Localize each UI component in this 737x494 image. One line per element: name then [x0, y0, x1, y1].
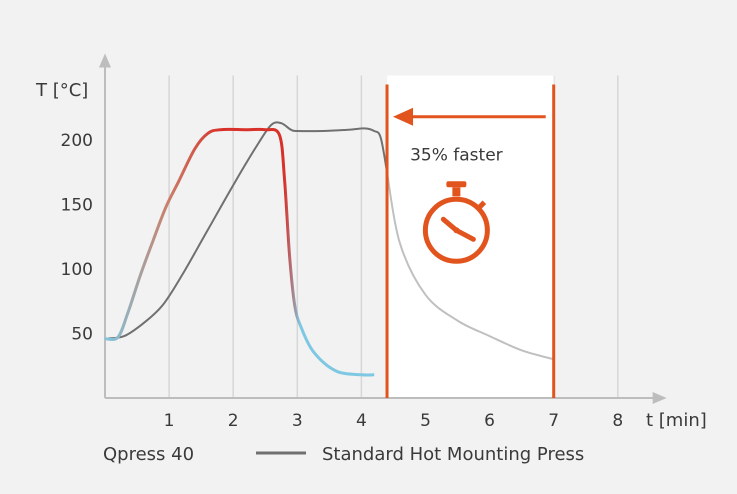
y-ticks: 50 100 150 200 — [61, 131, 93, 345]
x-tick-label-5: 5 — [420, 411, 431, 431]
speedup-label: 35% faster — [410, 146, 503, 166]
legend: Qpress 40 Standard Hot Mounting Press — [42, 444, 584, 465]
axes — [99, 53, 667, 404]
stopwatch-icon — [422, 181, 490, 264]
series-line-qpress-40 — [104, 127, 375, 377]
x-axis-label: t [min] — [646, 410, 707, 431]
series-line-standard-heating — [104, 121, 388, 340]
y-axis-label: T [°C] — [35, 80, 88, 101]
y-tick-label-100: 100 — [61, 260, 93, 280]
y-tick-label-200: 200 — [61, 131, 93, 151]
legend-label-standard: Standard Hot Mounting Press — [322, 444, 584, 465]
left-arrow-icon — [393, 107, 414, 126]
y-axis-arrow — [99, 53, 111, 68]
x-tick-label-6: 6 — [484, 411, 495, 431]
x-tick-label-4: 4 — [356, 411, 367, 431]
y-tick-label-50: 50 — [71, 325, 93, 345]
x-tick-label-1: 1 — [164, 411, 175, 431]
x-tick-label-2: 2 — [228, 411, 239, 431]
x-ticks: 1 2 3 4 5 6 7 8 — [164, 411, 624, 431]
legend-label-qpress-40: Qpress 40 — [103, 444, 194, 465]
x-tick-label-8: 8 — [612, 411, 623, 431]
speedup-annotation: 35% faster — [385, 84, 556, 398]
x-tick-label-7: 7 — [548, 411, 559, 431]
y-tick-label-150: 150 — [61, 196, 93, 216]
series-line-standard-cooling — [386, 172, 554, 361]
series-layer — [104, 121, 554, 377]
x-axis-arrow — [652, 392, 667, 404]
x-tick-label-3: 3 — [292, 411, 303, 431]
